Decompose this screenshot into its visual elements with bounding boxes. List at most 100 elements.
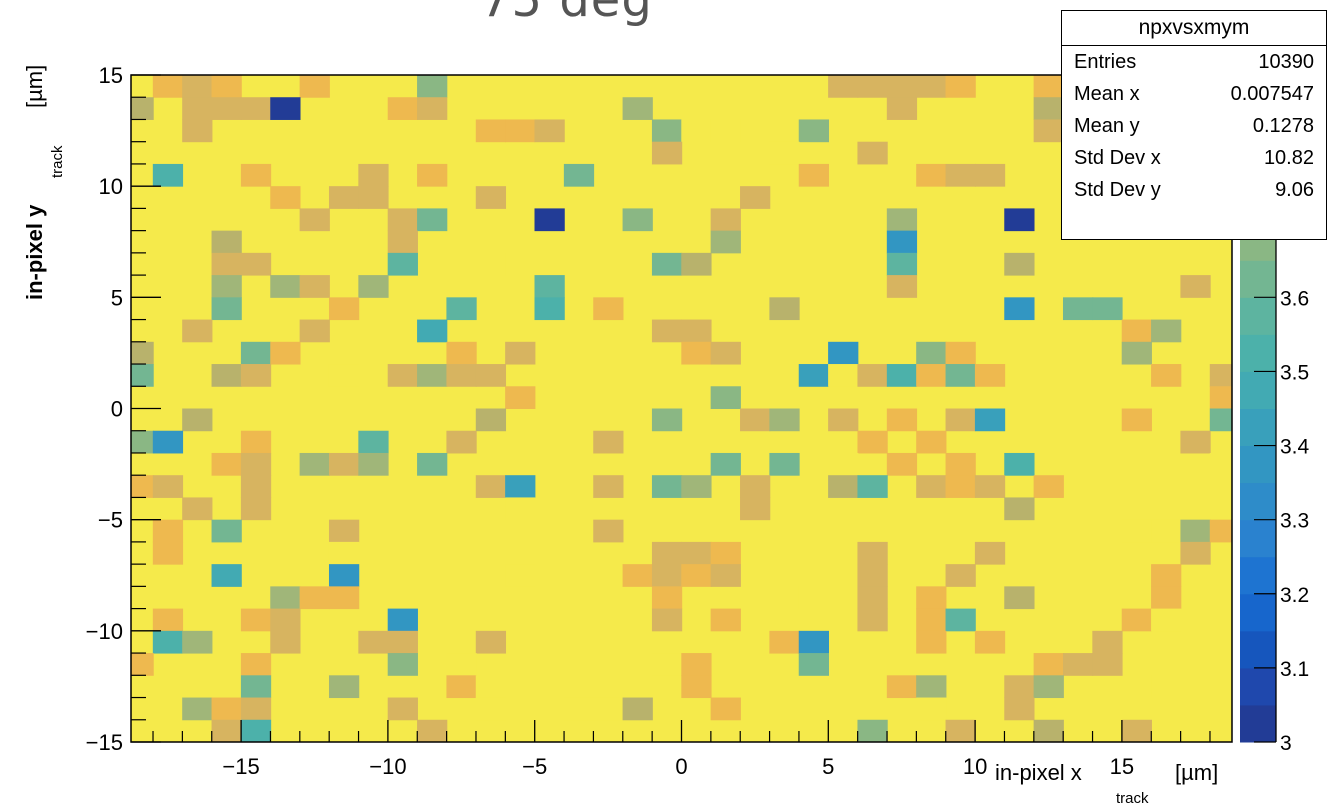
- heatmap-cell: [182, 497, 213, 521]
- heatmap-cell: [240, 697, 272, 721]
- heatmap-cell: [916, 630, 947, 654]
- heatmap-cell: [131, 364, 154, 387]
- heatmap-cell: [240, 497, 272, 521]
- heatmap-cell: [211, 75, 242, 98]
- heatmap-cell: [916, 475, 947, 498]
- stats-row-mean-x: Mean x 0.007547: [1062, 78, 1326, 110]
- y-tick-label: 10: [99, 174, 123, 199]
- heatmap-cell: [475, 697, 507, 721]
- heatmap-cell: [1004, 697, 1035, 721]
- heatmap-cell: [945, 564, 976, 587]
- heatmap-cell: [446, 408, 477, 432]
- heatmap-cell: [945, 719, 976, 743]
- heatmap-cell: [916, 364, 947, 387]
- axes: [130, 74, 1233, 743]
- heatmap-cell: [328, 452, 360, 476]
- heatmap-cell: [916, 697, 947, 721]
- x-tick-label: 0: [675, 754, 687, 779]
- heatmap-cell: [152, 541, 184, 565]
- heatmap-cell: [131, 341, 154, 365]
- heatmap-cell: [505, 119, 536, 143]
- heatmap-cell: [769, 141, 800, 165]
- heatmap-cell: [358, 275, 389, 298]
- heatmap-cell: [446, 430, 477, 454]
- heatmap-cell: [534, 297, 565, 321]
- heatmap-cell: [240, 675, 272, 699]
- heatmap-cell: [681, 119, 712, 143]
- heatmap-cell: [651, 119, 683, 143]
- y-axis-title: in-pixel y: [22, 204, 47, 300]
- y-axis-title-group: in-pixel y track [µm]: [22, 65, 66, 300]
- heatmap-cell: [710, 452, 741, 476]
- heatmap-cell: [1033, 119, 1064, 143]
- heatmap-cell: [299, 319, 330, 343]
- heatmap-cell: [240, 97, 272, 120]
- heatmap-cell: [974, 408, 1006, 432]
- heatmap-cell: [857, 541, 888, 565]
- heatmap-cell: [505, 475, 536, 498]
- heatmap-cell: [916, 341, 947, 365]
- heatmap-cell: [857, 586, 888, 610]
- stats-label: Std Dev y: [1074, 179, 1161, 201]
- heatmap-cell: [358, 163, 389, 187]
- heatmap-cell: [798, 653, 829, 676]
- heatmap-cell: [769, 341, 800, 365]
- heatmap-cell: [622, 208, 653, 232]
- heatmap-cell: [1033, 719, 1064, 743]
- stats-label: Entries: [1074, 51, 1137, 73]
- heatmap-cell: [182, 119, 213, 143]
- heatmap-cell: [740, 475, 771, 498]
- heatmap-cell: [446, 364, 477, 387]
- heatmap-cell: [681, 341, 712, 365]
- heatmap-cell: [1033, 653, 1064, 676]
- heatmap-cell: [945, 475, 976, 498]
- heatmap-cell: [534, 275, 565, 298]
- colorbar-segment: [1240, 630, 1276, 669]
- heatmap-cell: [857, 475, 888, 498]
- colorbar-segment: [1240, 556, 1276, 595]
- heatmap-cell: [857, 430, 888, 454]
- heatmap-cell: [475, 475, 507, 498]
- colorbar-segment: [1240, 519, 1276, 558]
- colorbar-segment: [1240, 371, 1276, 409]
- heatmap-cell: [916, 430, 947, 454]
- heatmap-cell: [152, 430, 184, 454]
- heatmap-cell: [131, 653, 154, 676]
- heatmap-cell: [1180, 430, 1211, 454]
- heatmap-cell: [740, 497, 771, 521]
- heatmap-cell: [446, 341, 477, 365]
- heatmap-cell: [798, 163, 829, 187]
- x-tick-label: −5: [522, 754, 547, 779]
- heatmap-cell: [417, 163, 448, 187]
- heatmap-cell: [622, 97, 653, 120]
- heatmap-cell: [475, 630, 507, 654]
- heatmap-cell: [651, 475, 683, 498]
- heatmap-cell: [182, 408, 213, 432]
- heatmap-cell: [798, 364, 829, 387]
- heatmap-cell: [769, 719, 800, 743]
- y-tick-label: 0: [111, 397, 123, 422]
- heatmap-cell: [1180, 275, 1211, 298]
- colorbar-segment: [1240, 408, 1276, 447]
- heatmap-cell: [131, 252, 154, 276]
- heatmap-cell: [446, 653, 477, 676]
- heatmap-cell: [828, 75, 859, 98]
- y-axis-subscript: track: [49, 145, 66, 178]
- colorbar-segment: [1240, 667, 1276, 706]
- heatmap-cell: [651, 564, 683, 587]
- heatmap-cell: [211, 697, 242, 721]
- heatmap-cell: [651, 586, 683, 610]
- heatmap-cell: [710, 697, 741, 721]
- heatmap-cell: [270, 97, 301, 120]
- stats-value: 10.82: [1263, 147, 1314, 169]
- x-axis-title: in-pixel x: [995, 760, 1082, 785]
- heatmap-cell: [945, 452, 976, 476]
- heatmap-cell: [240, 252, 272, 276]
- heatmap-cell: [358, 630, 389, 654]
- heatmap-cell: [740, 186, 771, 209]
- heatmap-cell: [563, 163, 595, 187]
- heatmap-cell: [417, 75, 448, 98]
- heatmap-cell: [1004, 208, 1035, 232]
- x-tick-label: 5: [822, 754, 834, 779]
